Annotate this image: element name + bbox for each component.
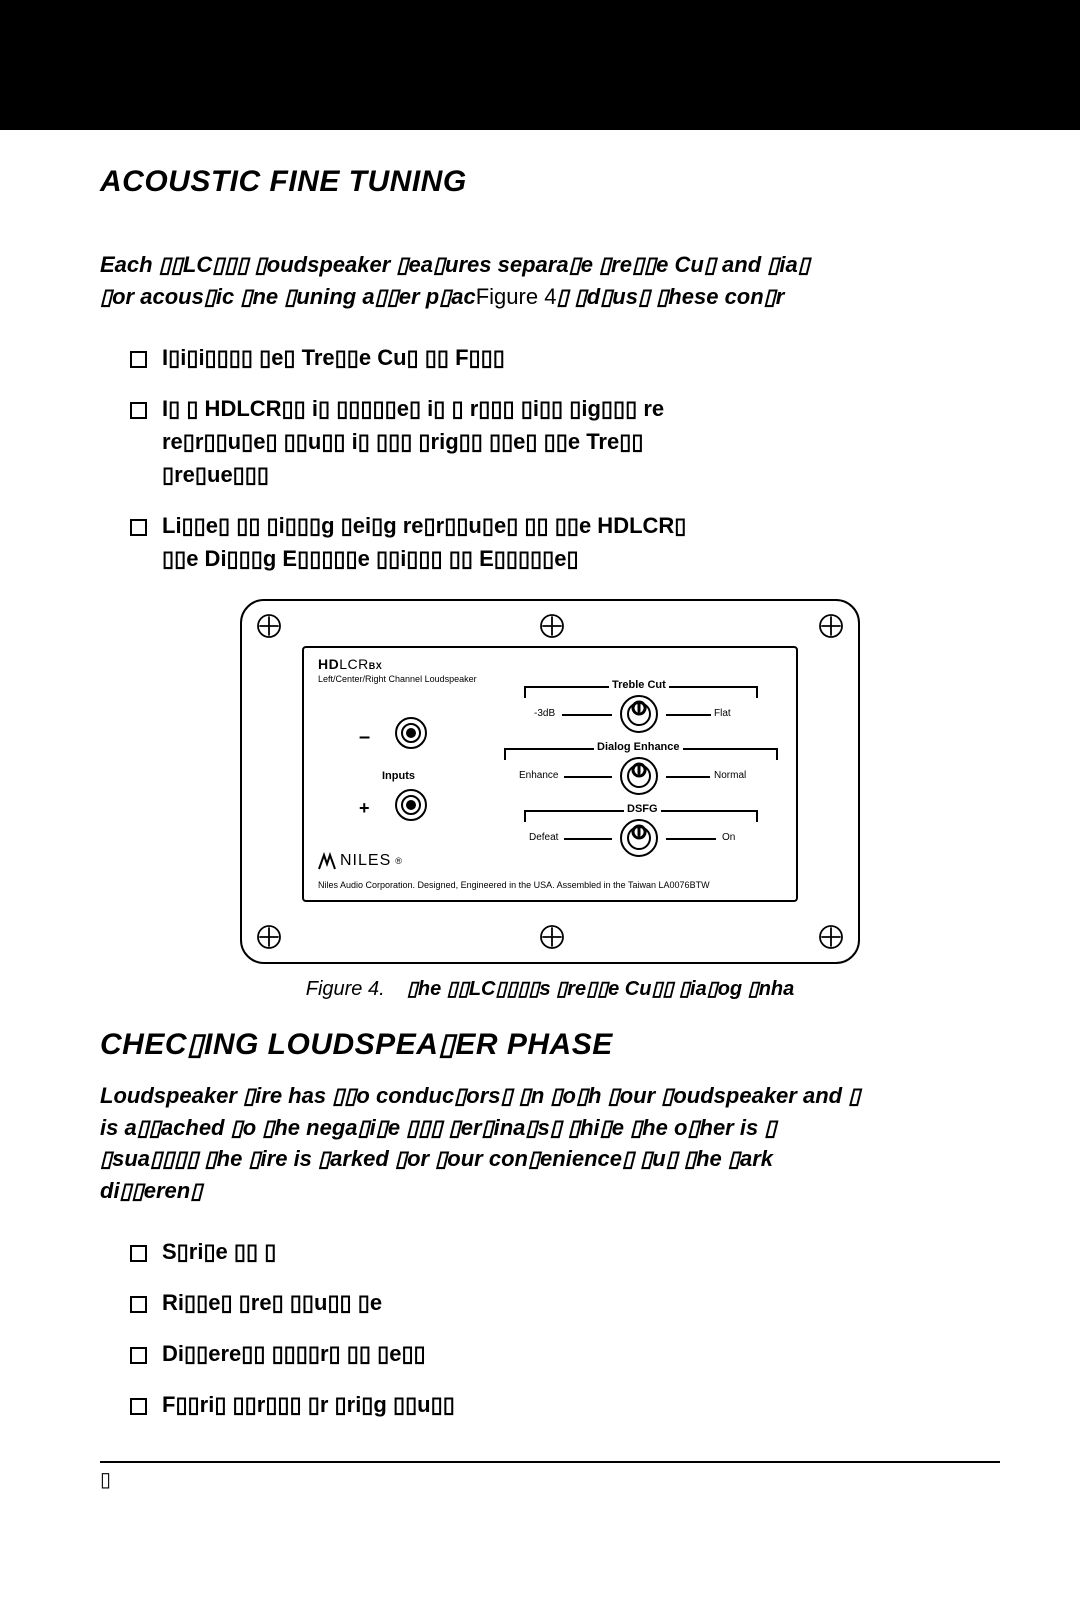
model-label: HDLCRBX <box>318 656 382 672</box>
dsfg-knob <box>619 818 659 858</box>
model-subtext: Left/Center/Right Channel Loudspeaker <box>318 674 477 684</box>
tuning-intro-b: ▯ ▯d▯us▯ ▯hese con▯r <box>556 284 784 309</box>
list-item: I▯ ▯ HDLCR▯▯ i▯ ▯▯▯▯▯e▯ i▯ ▯ r▯▯▯ ▯i▯▯ ▯… <box>130 392 1000 491</box>
screw-icon <box>818 924 844 950</box>
list-item: Li▯▯e▯ ▯▯ ▯i▯▯▯g ▯ei▯g re▯r▯▯u▯e▯ ▯▯ ▯▯e… <box>130 509 1000 575</box>
figure-text: ▯he ▯▯LC▯▯▯▯s ▯re▯▯e Cu▯▯ ▯ia▯og ▯nha <box>407 978 794 1000</box>
tuning-intro: Each ▯▯LC▯▯▯ ▯oudspeaker ▯ea▯ures separa… <box>100 217 1000 313</box>
list-item: Di▯▯ere▯▯ ▯▯▯▯r▯ ▯▯ ▯e▯▯ <box>130 1337 1000 1370</box>
screw-icon <box>539 613 565 639</box>
header-black-band <box>0 0 1080 130</box>
treble-label: Treble Cut <box>609 679 669 691</box>
tuning-bullets: I▯i▯i▯▯▯▯ ▯e▯ Tre▯▯e Cu▯ ▯▯ F▯▯▯ I▯ ▯ HD… <box>100 341 1000 575</box>
dsfg-left: Defeat <box>529 832 558 843</box>
page-footer: ▯ <box>100 1461 1000 1492</box>
figure-caption: Figure 4. ▯he ▯▯LC▯▯▯▯s ▯re▯▯e Cu▯▯ ▯ia▯… <box>100 976 1000 1001</box>
list-item: F▯▯ri▯ ▯▯r▯▯▯ ▯r ▯ri▯g ▯▯u▯▯ <box>130 1388 1000 1421</box>
screw-icon <box>818 613 844 639</box>
dialog-label: Dialog Enhance <box>594 741 683 753</box>
dsfg-right: On <box>722 832 735 843</box>
screw-icon <box>539 924 565 950</box>
phase-bullets: S▯ri▯e ▯▯ ▯ Ri▯▯e▯ ▯re▯ ▯▯u▯▯ ▯e Di▯▯ere… <box>100 1235 1000 1421</box>
figure-label: Figure 4. <box>306 978 385 1000</box>
screw-icon <box>256 924 282 950</box>
page-number: ▯ <box>100 1469 111 1491</box>
brand-reg: ® <box>395 856 403 866</box>
treble-left: -3dB <box>534 708 555 719</box>
model-sub: BX <box>369 661 383 671</box>
model-thin: LCR <box>339 656 369 672</box>
brand-text: NILES <box>340 852 391 870</box>
model-bold: HD <box>318 656 339 672</box>
plus-icon: + <box>359 798 370 819</box>
input-jack-pos <box>394 788 428 822</box>
input-jack-neg <box>394 716 428 750</box>
tuning-intro-fig: Figure 4 <box>476 284 557 309</box>
screw-icon <box>256 613 282 639</box>
list-item: Ri▯▯e▯ ▯re▯ ▯▯u▯▯ ▯e <box>130 1286 1000 1319</box>
list-item: S▯ri▯e ▯▯ ▯ <box>130 1235 1000 1268</box>
inputs-label: Inputs <box>382 770 415 782</box>
phase-intro: Loudspeaker ▯ire has ▯▯o conduc▯ors▯ ▯n … <box>100 1080 1000 1208</box>
dialog-right: Normal <box>714 770 746 781</box>
minus-icon: – <box>359 726 370 749</box>
section-title-phase: CHEC▯ING LOUDSPEA▯ER PHASE <box>100 1027 1000 1062</box>
section-title-tuning: ACOUSTIC FINE TUNING <box>100 165 1000 199</box>
list-item: I▯i▯i▯▯▯▯ ▯e▯ Tre▯▯e Cu▯ ▯▯ F▯▯▯ <box>130 341 1000 374</box>
panel-footnote: Niles Audio Corporation. Designed, Engin… <box>318 880 782 890</box>
dialog-left: Enhance <box>519 770 558 781</box>
dialog-knob <box>619 756 659 796</box>
treble-right: Flat <box>714 708 731 719</box>
panel-diagram: HDLCRBX Left/Center/Right Channel Loudsp… <box>100 599 1000 964</box>
brand-logo-icon <box>318 852 336 870</box>
treble-knob <box>619 694 659 734</box>
brand: NILES ® <box>318 852 403 870</box>
panel-inner: HDLCRBX Left/Center/Right Channel Loudsp… <box>302 646 798 902</box>
dsfg-label: DSFG <box>624 803 661 815</box>
